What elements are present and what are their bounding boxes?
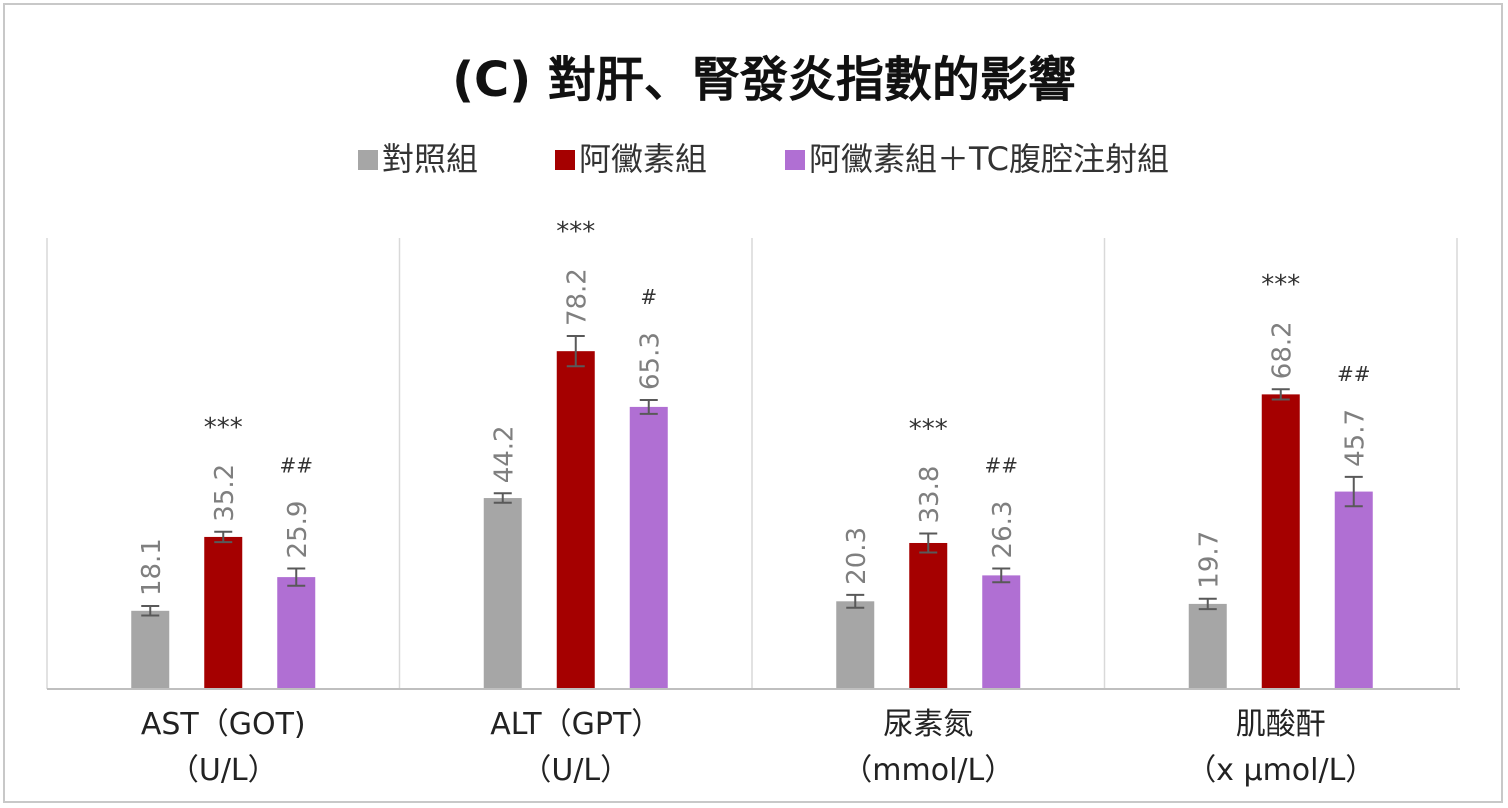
significance-2-1: *** xyxy=(909,414,948,444)
data-label-2-0: 20.3 xyxy=(842,527,872,585)
bar-3-2 xyxy=(1334,491,1373,689)
data-label-1-1: 78.2 xyxy=(563,268,593,326)
significance-0-1: *** xyxy=(204,413,243,443)
bar-2-0 xyxy=(836,601,875,689)
chart-title: (C) 對肝、腎發炎指數的影響 xyxy=(452,52,1076,108)
category-label-2: 尿素氮 xyxy=(883,707,973,742)
bar-0-2 xyxy=(277,577,316,689)
bar-2-2 xyxy=(982,575,1021,689)
bar-1-1 xyxy=(556,351,595,689)
bar-1-0 xyxy=(483,498,522,689)
category-unit-2: （mmol/L） xyxy=(842,753,1014,788)
significance-marks: *** ## *** # *** ## *** ## xyxy=(204,217,1371,477)
data-label-3-2: 45.7 xyxy=(1341,409,1371,467)
significance-3-1: *** xyxy=(1261,270,1300,300)
bars xyxy=(131,351,1373,689)
bar-3-1 xyxy=(1261,394,1300,689)
bar-0-1 xyxy=(204,536,243,689)
legend: 對照組 阿黴素組 阿黴素組＋TC腹腔注射組 xyxy=(358,140,1169,178)
data-label-0-1: 35.2 xyxy=(210,464,240,522)
significance-1-2: # xyxy=(640,285,657,309)
category-label-3: 肌酸酐 xyxy=(1236,707,1326,742)
category-unit-3: （x μmol/L） xyxy=(1186,753,1375,788)
data-label-0-2: 25.9 xyxy=(283,501,313,559)
data-label-3-0: 19.7 xyxy=(1195,531,1225,589)
significance-2-2: ## xyxy=(984,453,1018,477)
category-unit-1: （U/L） xyxy=(521,753,630,788)
bar-0-0 xyxy=(131,610,170,689)
category-label-0: AST（GOT) xyxy=(141,707,306,742)
data-label-0-0: 18.1 xyxy=(137,538,167,596)
category-labels: AST（GOT) （U/L） ALT（GPT） （U/L） 尿素氮 （mmol/L） 肌酸酐… xyxy=(141,707,1375,788)
chart-frame xyxy=(3,3,1503,803)
data-labels: 18.1 35.2 25.9 44.2 78.2 65.3 20.3 33.8 26.3 19.7… xyxy=(137,268,1371,596)
data-label-1-0: 44.2 xyxy=(490,425,520,483)
category-separators xyxy=(46,238,1458,689)
bar-1-2 xyxy=(629,406,668,689)
significance-1-1: *** xyxy=(556,217,595,247)
legend-swatch-1 xyxy=(555,150,575,170)
significance-3-2: ## xyxy=(1337,362,1371,386)
significance-0-2: ## xyxy=(279,453,313,477)
category-label-1: ALT（GPT） xyxy=(490,707,661,742)
error-bars xyxy=(141,335,1363,617)
legend-swatch-2 xyxy=(785,150,805,170)
category-unit-0: （U/L） xyxy=(169,753,278,788)
legend-label-2: 阿黴素組＋TC腹腔注射組 xyxy=(809,140,1169,178)
legend-swatch-0 xyxy=(358,150,378,170)
data-label-1-2: 65.3 xyxy=(636,332,666,390)
data-label-3-1: 68.2 xyxy=(1268,321,1298,379)
legend-label-0: 對照組 xyxy=(382,140,478,178)
data-label-2-1: 33.8 xyxy=(915,466,945,524)
legend-label-1: 阿黴素組 xyxy=(579,140,707,178)
data-label-2-2: 26.3 xyxy=(988,501,1018,559)
bar-2-1 xyxy=(909,542,948,689)
bar-3-0 xyxy=(1188,603,1227,689)
